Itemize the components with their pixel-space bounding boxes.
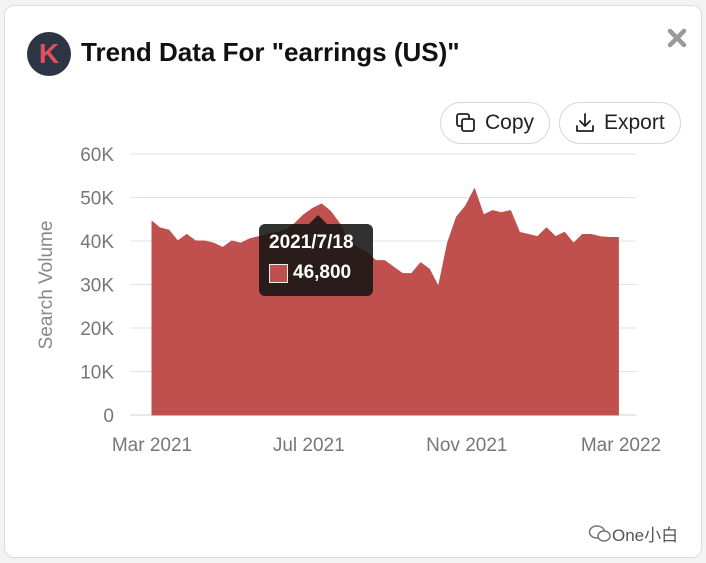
y-tick-label: 60K [80, 145, 114, 166]
y-tick-label: 10K [80, 363, 114, 384]
y-tick-label: 40K [80, 232, 114, 253]
tooltip-value: 46,800 [293, 262, 352, 283]
x-tick-label: Nov 2021 [426, 435, 507, 456]
dialog-title: Trend Data For "earrings (US)" [81, 37, 460, 67]
y-tick-label: 20K [80, 319, 114, 340]
copy-button[interactable]: Copy [440, 102, 550, 144]
x-tick-label: Mar 2022 [581, 435, 661, 456]
y-tick-label: 50K [80, 189, 114, 210]
tooltip-date: 2021/7/18 [269, 232, 354, 253]
y-axis-label: Search Volume [36, 221, 57, 350]
download-icon [576, 113, 594, 132]
y-axis-ticks: 0 10K 20K 30K 40K 50K 60K [80, 145, 114, 427]
search-volume-area[interactable] [151, 188, 619, 416]
y-tick-label: 30K [80, 276, 114, 297]
copy-label: Copy [485, 111, 535, 134]
tooltip-color-swatch [269, 263, 288, 283]
logo-letter: K [38, 38, 60, 69]
export-button[interactable]: Export [559, 102, 681, 144]
x-tick-label: Jul 2021 [273, 435, 345, 456]
watermark: One小白 [588, 521, 678, 546]
x-tick-label: Mar 2021 [112, 435, 192, 456]
copy-icon [456, 113, 475, 132]
y-tick-label: 0 [103, 406, 114, 427]
watermark-text: One小白 [612, 526, 679, 545]
export-label: Export [604, 111, 665, 134]
wechat-icon [588, 524, 611, 542]
keyword-logo: K [27, 32, 71, 76]
data-tooltip: 2021/7/18 46,800 [259, 215, 373, 296]
close-icon[interactable] [665, 26, 689, 50]
x-axis-ticks: Mar 2021 Jul 2021 Nov 2021 Mar 2022 [112, 435, 661, 456]
